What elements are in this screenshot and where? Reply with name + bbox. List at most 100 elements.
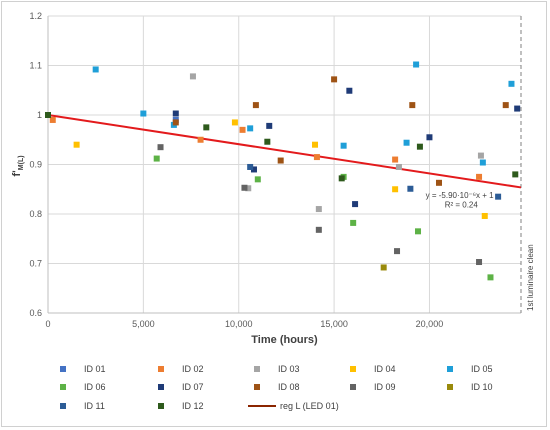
point-id-04 <box>231 119 238 126</box>
point-id-09 <box>241 184 248 191</box>
point-id-08 <box>409 102 416 109</box>
legend-label-id-11: ID 11 <box>84 401 105 411</box>
legend-label-id-08: ID 08 <box>278 382 300 392</box>
point-id-06 <box>487 274 494 281</box>
point-id-03 <box>189 73 196 80</box>
point-id-04 <box>392 186 399 193</box>
y-tick-label: 0.6 <box>29 308 42 318</box>
x-tick-label: 15,000 <box>320 319 348 329</box>
point-id-07 <box>514 105 521 112</box>
point-id-07 <box>352 201 359 208</box>
point-id-02 <box>476 173 483 180</box>
legend-label-id-09: ID 09 <box>374 382 396 392</box>
point-id-08 <box>252 102 259 109</box>
legend-marker-id-03 <box>254 366 260 372</box>
point-id-11 <box>407 185 414 192</box>
y-tick-label: 0.7 <box>29 259 42 269</box>
point-id-08 <box>277 157 284 164</box>
point-id-07 <box>172 110 179 117</box>
legend-label-id-01: ID 01 <box>84 364 106 374</box>
point-id-09 <box>315 226 322 233</box>
y-tick-label: 1.1 <box>29 61 42 71</box>
point-id-11 <box>495 193 502 200</box>
legend-marker-id-09 <box>350 384 356 390</box>
point-id-12 <box>338 175 345 182</box>
x-tick-label: 10,000 <box>225 319 253 329</box>
x-axis-title: Time (hours) <box>251 334 318 346</box>
point-id-05 <box>92 66 99 73</box>
point-id-12 <box>45 112 51 118</box>
point-id-09 <box>476 259 483 266</box>
point-id-06 <box>415 228 422 235</box>
y-tick-label: 0.8 <box>29 209 42 219</box>
legend-label-id-06: ID 06 <box>84 382 106 392</box>
legend-marker-id-07 <box>158 384 164 390</box>
y-tick-label: 1 <box>37 110 42 120</box>
point-id-05 <box>413 61 420 68</box>
legend-label-id-05: ID 05 <box>471 364 493 374</box>
legend-label-id-02: ID 02 <box>182 364 204 374</box>
legend-marker-id-02 <box>158 366 164 372</box>
point-id-08 <box>172 119 179 126</box>
point-id-02 <box>49 116 56 123</box>
legend-marker-id-04 <box>350 366 356 372</box>
point-id-09 <box>394 248 401 255</box>
point-id-07 <box>250 166 257 173</box>
regression-line <box>47 114 522 189</box>
x-tick-label: 20,000 <box>416 319 444 329</box>
regression-r2: R² = 0.24 <box>445 201 479 210</box>
y-tick-label: 0.9 <box>29 160 42 170</box>
point-id-10 <box>380 264 387 271</box>
point-id-07 <box>426 134 433 141</box>
point-id-08 <box>435 179 442 186</box>
legend-label-id-10: ID 10 <box>471 382 493 392</box>
point-id-02 <box>392 156 399 163</box>
regression-equation: y = -5.90·10⁻⁶x + 1 <box>426 191 495 200</box>
point-id-12 <box>416 143 423 150</box>
point-id-05 <box>140 110 147 117</box>
y-tick-label: 1.2 <box>29 11 42 21</box>
point-id-05 <box>340 142 347 149</box>
point-id-04 <box>312 141 319 148</box>
point-id-12 <box>512 171 519 178</box>
legend-marker-id-01 <box>60 366 66 372</box>
point-id-06 <box>254 176 261 183</box>
point-id-04 <box>481 212 488 219</box>
point-id-05 <box>508 80 515 87</box>
point-id-09 <box>157 144 164 151</box>
legend-label-id-04: ID 04 <box>374 364 396 374</box>
luminaire-clean-label: 1st luminaire clean <box>526 244 535 311</box>
point-id-06 <box>350 219 357 226</box>
point-id-05 <box>479 159 486 166</box>
point-id-04 <box>73 141 80 148</box>
point-id-05 <box>403 139 410 146</box>
x-tick-label: 5,000 <box>132 319 155 329</box>
legend-label-id-03: ID 03 <box>278 364 300 374</box>
point-id-03 <box>395 163 402 170</box>
point-id-02 <box>313 154 320 161</box>
legend-marker-id-12 <box>158 403 164 409</box>
point-id-02 <box>197 136 204 143</box>
legend-marker-id-05 <box>447 366 453 372</box>
legend-marker-id-06 <box>60 384 66 390</box>
point-id-06 <box>153 155 160 162</box>
point-id-11 <box>247 163 254 170</box>
legend-label-regression: reg L (LED 01) <box>280 401 339 411</box>
point-id-02 <box>239 126 246 133</box>
point-id-07 <box>266 122 273 129</box>
legend-marker-id-11 <box>60 403 66 409</box>
point-id-05 <box>247 125 254 132</box>
legend-marker-id-08 <box>254 384 260 390</box>
y-axis-title: f'M(L) <box>11 155 25 176</box>
point-id-08 <box>502 102 509 109</box>
point-id-12 <box>203 124 210 131</box>
point-id-03 <box>477 152 484 159</box>
point-id-08 <box>331 76 338 83</box>
point-id-03 <box>315 206 322 213</box>
legend-label-id-07: ID 07 <box>182 382 204 392</box>
legend-marker-id-10 <box>447 384 453 390</box>
point-id-07 <box>346 87 353 94</box>
legend-label-id-12: ID 12 <box>182 401 204 411</box>
point-id-12 <box>264 138 271 145</box>
